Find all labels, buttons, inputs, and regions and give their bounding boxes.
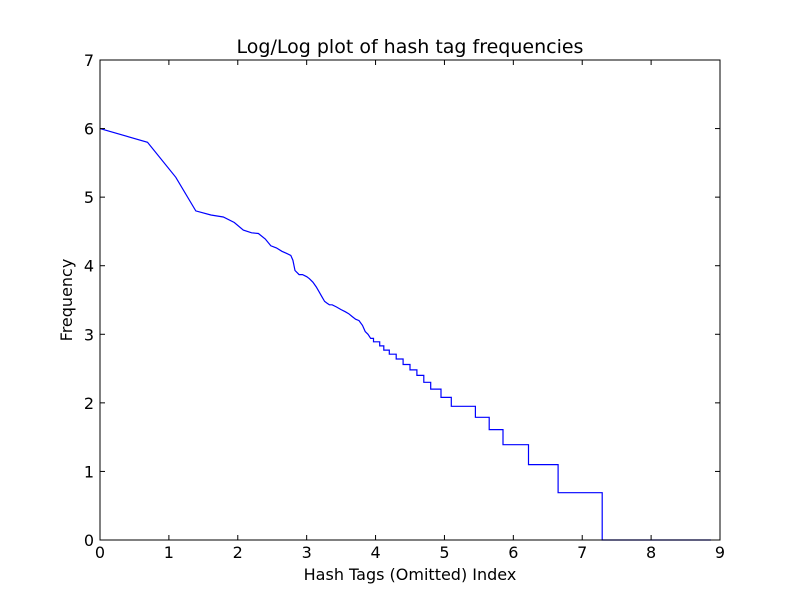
x-tick-label: 1 [164,543,174,562]
axes-background [100,60,720,540]
y-axis-label: Frequency [57,259,76,342]
x-axis-ticks: 0 1 2 3 4 5 6 7 8 9 [95,60,725,562]
y-tick-label: 3 [84,325,94,344]
y-tick-label: 1 [84,462,94,481]
x-tick-label: 2 [233,543,243,562]
y-tick-label: 7 [84,51,94,70]
series-line [99,128,711,541]
axes-frame [99,59,721,541]
chart-title: Log/Log plot of hash tag frequencies [237,36,584,58]
x-axis-label: Hash Tags (Omitted) Index [304,565,517,584]
x-tick-label: 3 [302,543,312,562]
x-tick-label: 9 [715,543,725,562]
y-tick-label: 0 [84,531,94,550]
x-tick-label: 4 [370,543,380,562]
x-tick-label: 5 [439,543,449,562]
x-tick-label: 8 [646,543,656,562]
x-tick-label: 0 [95,543,105,562]
x-tick-label: 6 [508,543,518,562]
y-tick-label: 5 [84,188,94,207]
y-tick-label: 6 [84,120,94,139]
y-tick-label: 4 [84,257,94,276]
x-tick-label: 7 [577,543,587,562]
y-axis-ticks: 0 1 2 3 4 5 6 7 [84,51,720,550]
y-tick-label: 2 [84,394,94,413]
plot-area [99,59,721,541]
